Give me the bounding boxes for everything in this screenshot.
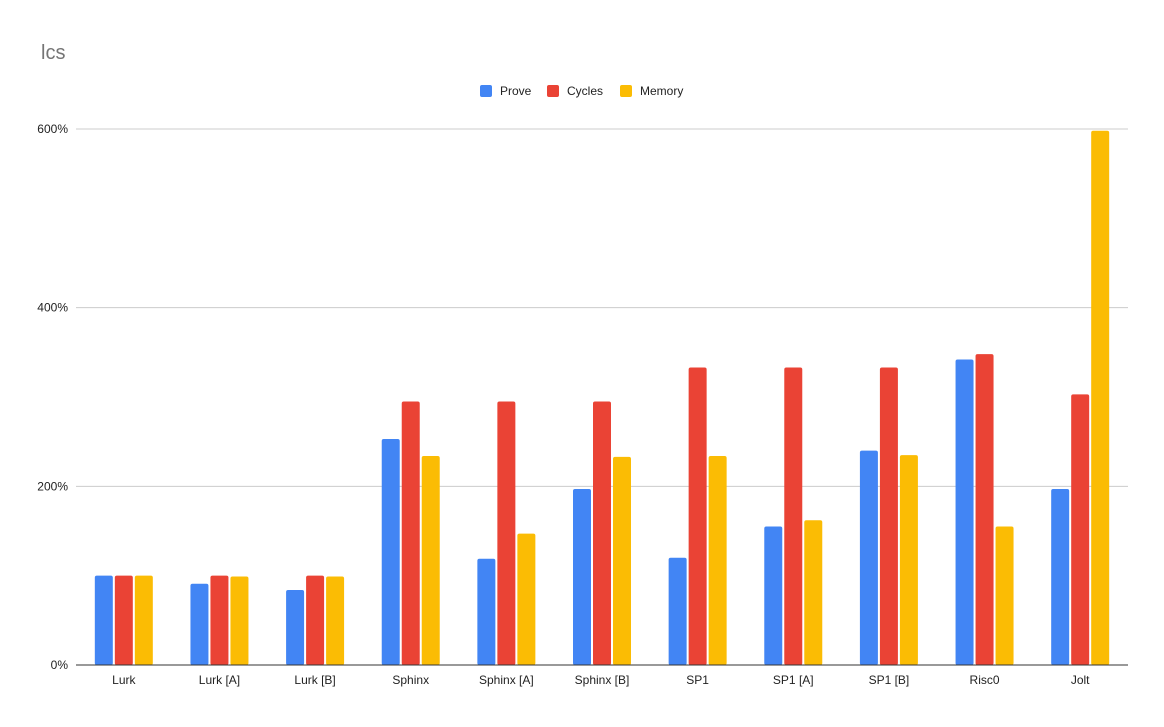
legend-swatch: [620, 85, 632, 97]
bar-cycles: [593, 401, 611, 665]
bar-prove: [764, 526, 783, 665]
x-category-label: Sphinx: [392, 673, 429, 687]
bar-cycles: [879, 367, 898, 665]
legend: Prove Cycles Memory: [480, 84, 683, 98]
legend-label: Cycles: [567, 84, 603, 98]
bar-prove: [381, 438, 400, 665]
bar-memory: [804, 520, 823, 665]
x-category-label: SP1: [686, 673, 709, 687]
bar-memory: [134, 575, 153, 665]
bar-prove: [477, 558, 496, 665]
x-axis-categories: Lurk Lurk [A] Lurk [B] Sphinx Sphinx [A] Sphi…: [112, 673, 1090, 687]
chart-title: lcs: [41, 42, 65, 64]
x-category-label: Sphinx [B]: [575, 673, 630, 687]
y-tick-label: 200%: [37, 479, 68, 493]
bars: [76, 130, 1128, 666]
bar-memory: [995, 526, 1014, 665]
legend-swatch: [480, 85, 492, 97]
y-tick-label: 0%: [51, 658, 69, 672]
bar-cycles: [114, 575, 133, 665]
bar-prove: [668, 557, 687, 665]
y-tick-label: 400%: [37, 301, 68, 315]
bar-cycles: [1071, 394, 1090, 665]
bar-memory: [708, 455, 727, 665]
x-category-label: SP1 [A]: [773, 673, 814, 687]
y-tick-label: 600%: [37, 122, 68, 136]
bar-memory: [613, 456, 631, 665]
bar-cycles: [784, 367, 803, 665]
bar-prove: [286, 589, 305, 665]
bar-prove: [1051, 489, 1070, 665]
bar-memory: [230, 576, 249, 665]
bar-memory: [326, 576, 345, 665]
x-category-label: Jolt: [1071, 673, 1090, 687]
bar-cycles: [688, 367, 707, 665]
bar-memory: [899, 455, 918, 665]
legend-label: Memory: [640, 84, 683, 98]
bar-prove: [859, 450, 878, 665]
bar-cycles: [210, 575, 229, 665]
bar-memory: [1091, 130, 1110, 665]
bar-cycles: [975, 354, 994, 665]
x-category-label: Lurk [B]: [294, 673, 335, 687]
x-category-label: Risc0: [970, 673, 1000, 687]
x-category-label: SP1 [B]: [869, 673, 910, 687]
bar-prove: [94, 575, 113, 665]
x-category-label: Sphinx [A]: [479, 673, 534, 687]
x-category-label: Lurk [A]: [199, 673, 240, 687]
bar-cycles: [401, 401, 420, 665]
bar-prove: [190, 583, 209, 665]
bar-prove: [573, 489, 591, 665]
bar-cycles: [497, 401, 516, 665]
legend-swatch: [547, 85, 559, 97]
bar-memory: [517, 533, 536, 665]
bar-memory: [421, 455, 440, 665]
y-axis-ticks: 0% 200% 400% 600%: [37, 122, 68, 672]
bar-cycles: [306, 575, 325, 665]
legend-label: Prove: [500, 84, 532, 98]
bar-prove: [955, 359, 974, 665]
x-category-label: Lurk: [112, 673, 136, 687]
